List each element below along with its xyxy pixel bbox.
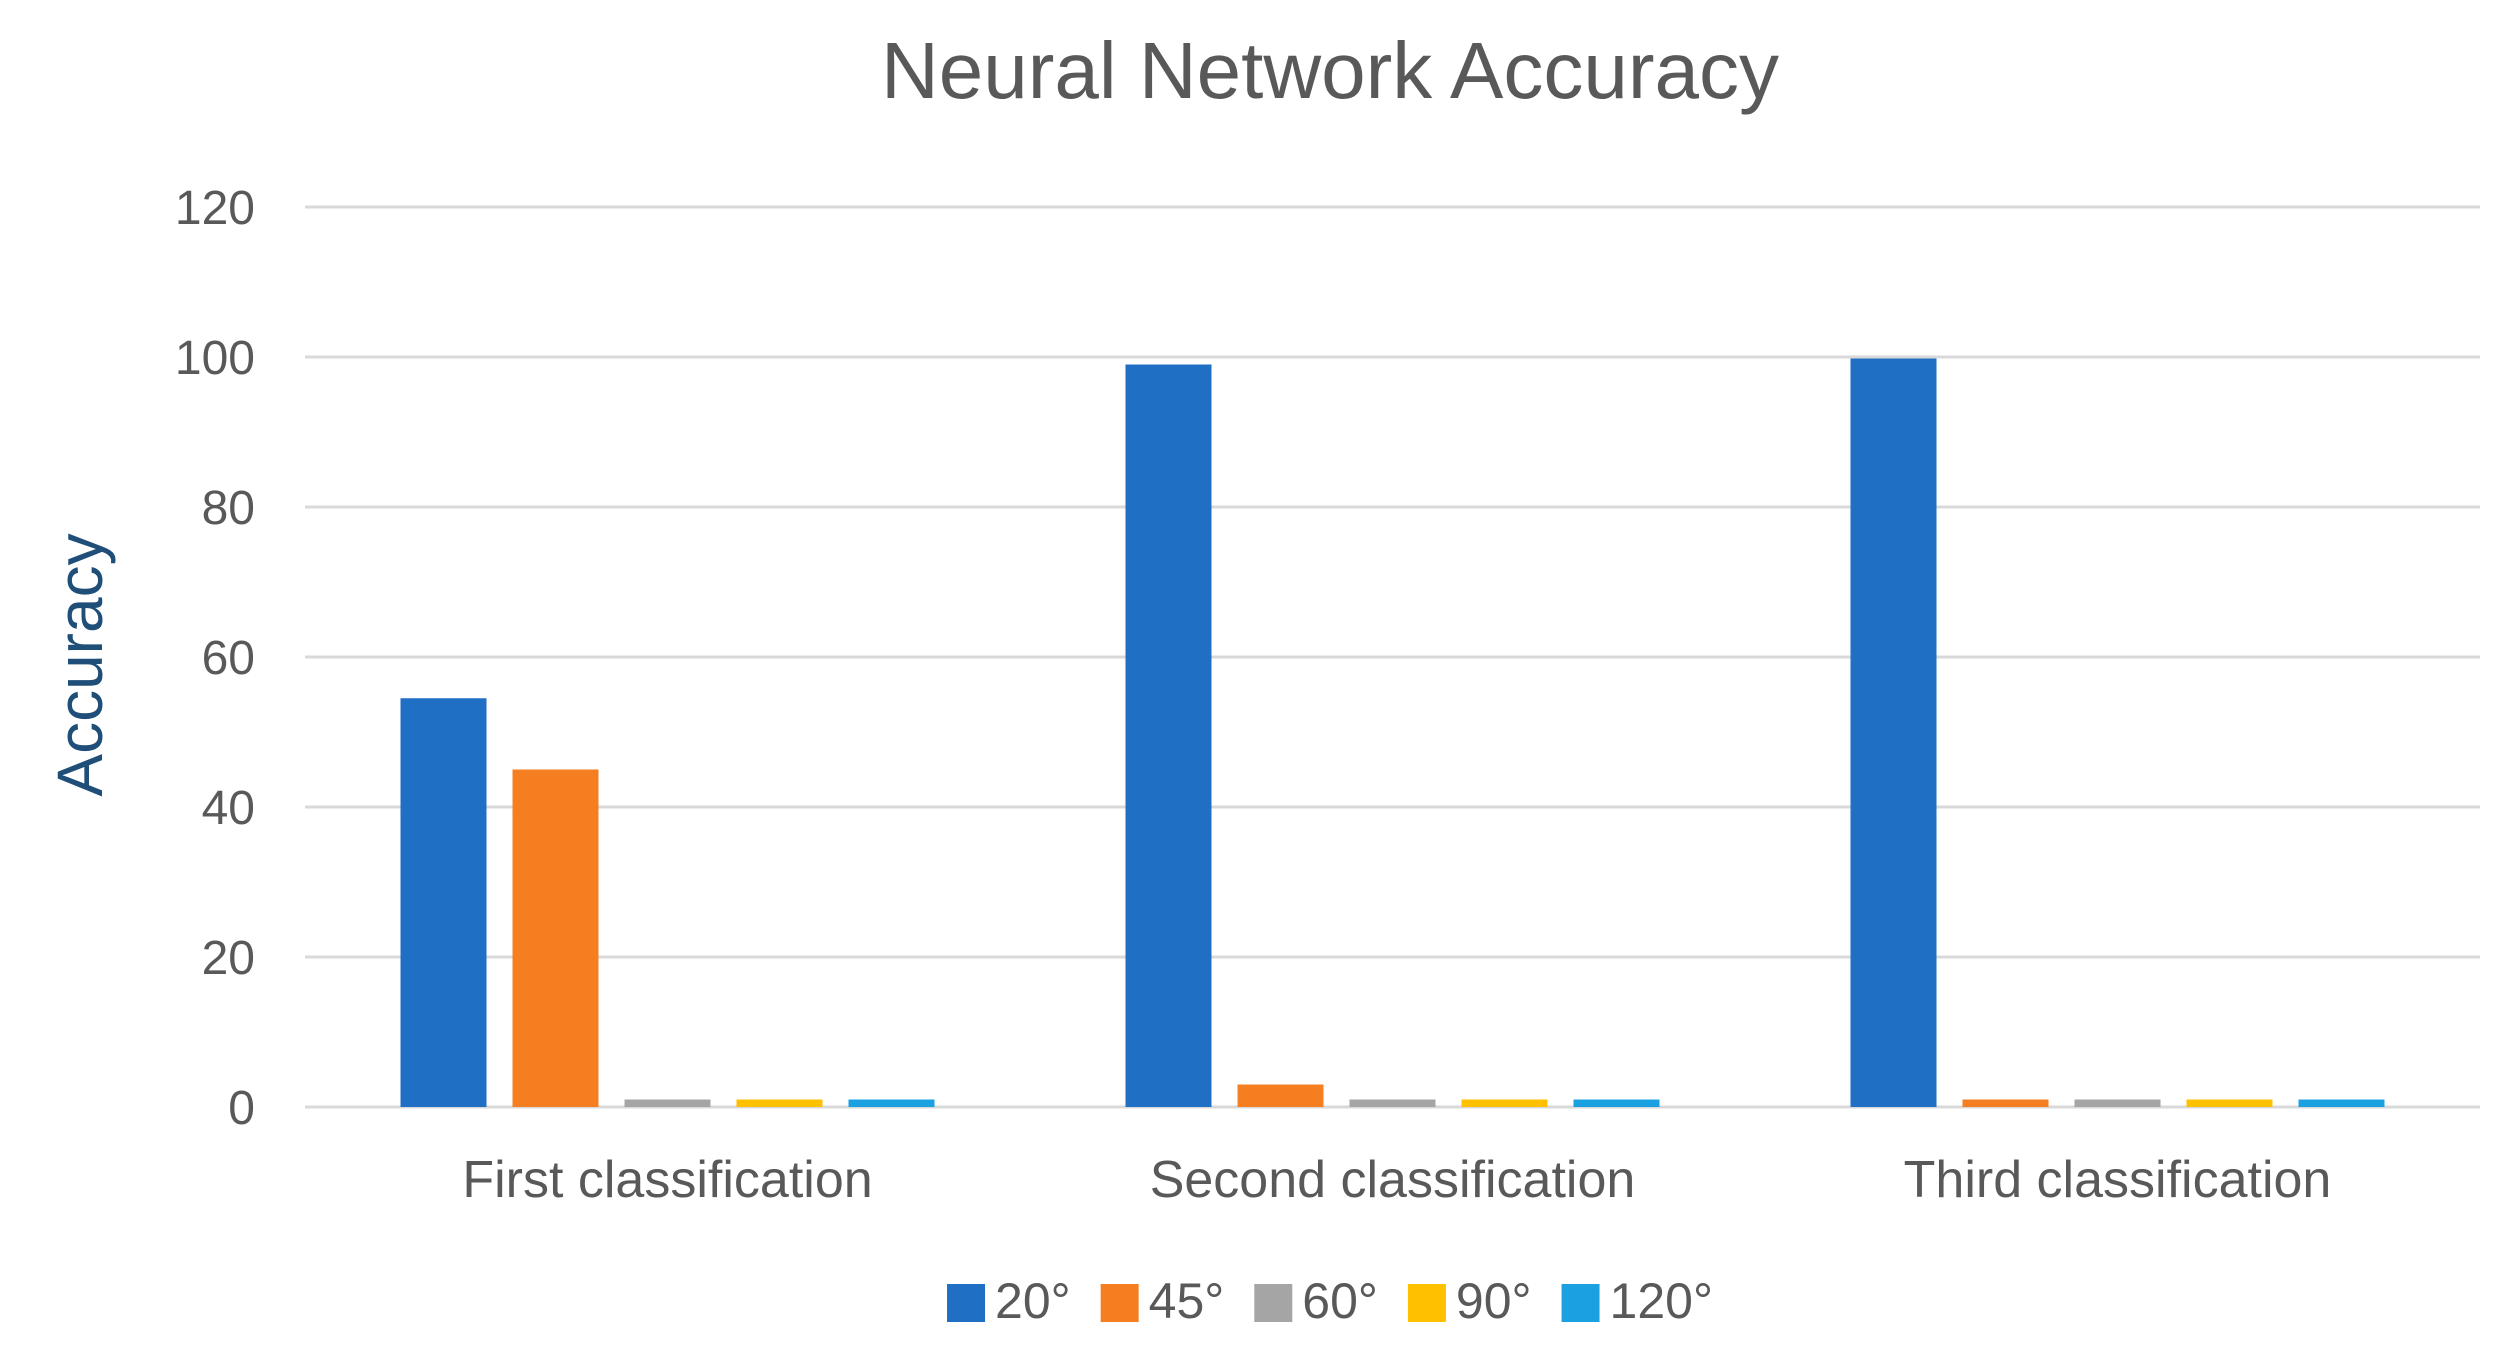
category-label: Third classification: [1904, 1151, 2332, 1209]
category-label: Second classification: [1150, 1151, 1636, 1209]
bar-120°-3: [2298, 1099, 2385, 1107]
gridlines: [305, 205, 2480, 1109]
bar-60°-1: [624, 1099, 711, 1107]
y-tick-label: 60: [202, 632, 255, 685]
bar-90°-2: [1461, 1099, 1548, 1107]
bar-20°-2: [1125, 364, 1212, 1107]
bar-60°-2: [1349, 1099, 1436, 1107]
y-tick-label: 80: [202, 482, 255, 535]
y-tick-label: 0: [228, 1082, 255, 1135]
legend: 20° 45° 60° 90° 120°: [947, 1273, 1713, 1329]
x-axis-categories: First classification Second classificatio…: [462, 1151, 2331, 1209]
bar-90°-3: [2186, 1099, 2273, 1107]
bar-90°-1: [736, 1099, 823, 1107]
y-tick-label: 120: [175, 182, 255, 235]
bar-20°-1: [400, 698, 487, 1107]
legend-label: 90°: [1456, 1273, 1532, 1329]
bar-45°-3: [1962, 1099, 2049, 1107]
chart-title: Neural Network Accuracy: [881, 26, 1779, 115]
legend-swatch: [1407, 1284, 1446, 1322]
bar-45°-1: [512, 769, 599, 1107]
legend-swatch: [947, 1284, 986, 1322]
y-tick-label: 20: [202, 932, 255, 985]
bars: [400, 358, 2385, 1107]
legend-swatch: [1561, 1284, 1600, 1322]
y-tick-label: 40: [202, 782, 255, 835]
legend-label: 120°: [1610, 1273, 1713, 1329]
y-tick-label: 100: [175, 332, 255, 385]
legend-label: 60°: [1302, 1273, 1378, 1329]
y-axis-label: Accuracy: [44, 533, 116, 796]
legend-label: 20°: [995, 1273, 1071, 1329]
bar-20°-3: [1850, 358, 1937, 1107]
legend-swatch: [1254, 1284, 1293, 1322]
bar-60°-3: [2074, 1099, 2161, 1107]
bar-120°-2: [1573, 1099, 1660, 1107]
y-axis-ticks: 0 20 40 60 80 100 120: [175, 182, 255, 1135]
bar-45°-2: [1237, 1084, 1324, 1107]
category-label: First classification: [462, 1151, 872, 1209]
legend-label: 45°: [1149, 1273, 1225, 1329]
legend-swatch: [1100, 1284, 1139, 1322]
bar-120°-1: [848, 1099, 935, 1107]
